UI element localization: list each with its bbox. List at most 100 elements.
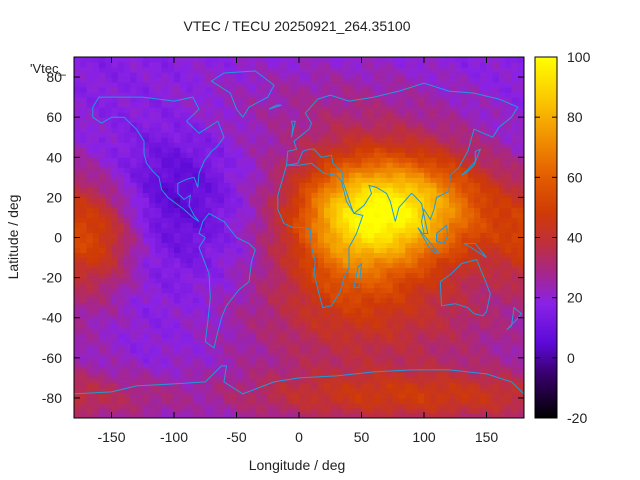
heatmap-cell [367,362,375,369]
heatmap-cell [99,337,106,344]
heatmap-cell [430,107,437,113]
heatmap-cell [349,187,356,193]
heatmap-cell [505,312,512,319]
heatmap-cell [267,252,275,259]
heatmap-cell [124,122,131,128]
heatmap-cell [374,162,381,168]
heatmap-cell [130,292,137,299]
heatmap-cell [136,137,144,143]
heatmap-cell [74,272,81,279]
heatmap-cell [149,402,156,409]
heatmap-cell [474,407,481,414]
heatmap-cell [449,62,456,68]
heatmap-cell [324,287,331,294]
heatmap-cell [292,237,300,244]
heatmap-cell [305,387,312,394]
heatmap-cell [155,362,162,369]
heatmap-cell [105,177,112,183]
heatmap-cell [367,62,375,68]
heatmap-cell [286,187,294,193]
heatmap-cell [424,332,431,339]
heatmap-cell [392,112,400,118]
heatmap-cell [474,172,481,178]
heatmap-cell [99,127,106,133]
heatmap-cell [424,92,431,98]
heatmap-cell [424,107,431,113]
heatmap-cell [261,77,269,83]
heatmap-cell [286,237,294,244]
heatmap-cell [380,392,387,399]
heatmap-cell [180,247,187,254]
heatmap-cell [424,192,431,198]
heatmap-cell [324,392,331,399]
heatmap-cell [399,172,406,178]
heatmap-cell [74,232,81,238]
heatmap-cell [467,142,475,148]
heatmap-cell [130,362,137,369]
heatmap-cell [180,147,187,153]
heatmap-cell [130,247,137,254]
heatmap-cell [286,327,294,334]
heatmap-cell [442,132,450,138]
heatmap-cell [467,92,475,98]
heatmap-cell [192,237,200,244]
heatmap-cell [224,272,231,279]
heatmap-cell [467,67,475,73]
heatmap-cell [236,377,244,384]
heatmap-cell [461,87,469,93]
heatmap-cell [342,182,350,188]
heatmap-cell [224,67,231,73]
heatmap-cell [249,382,256,389]
heatmap-cell [236,282,244,289]
heatmap-cell [274,112,281,118]
heatmap-cell [236,312,244,319]
heatmap-cell [142,237,150,244]
heatmap-cell [399,247,406,254]
heatmap-cell [155,377,162,384]
heatmap-cell [130,57,137,63]
heatmap-cell [205,242,212,249]
heatmap-cell [205,117,212,123]
heatmap-cell [336,412,344,419]
heatmap-cell [111,317,119,324]
heatmap-cell [211,187,219,193]
heatmap-cell [486,272,494,279]
heatmap-cell [349,177,356,183]
heatmap-cell [424,202,431,208]
heatmap-cell [267,357,275,364]
heatmap-cell [367,367,375,374]
heatmap-cell [280,327,287,334]
heatmap-cell [311,312,319,319]
heatmap-cell [124,297,131,304]
heatmap-cell [267,327,275,334]
heatmap-cell [199,67,206,73]
heatmap-cell [130,62,137,68]
heatmap-cell [499,87,506,93]
heatmap-cell [224,337,231,344]
heatmap-cell [317,272,325,279]
heatmap-cell [205,172,212,178]
heatmap-cell [430,267,437,274]
heatmap-cell [217,112,225,118]
heatmap-cell [499,337,506,344]
heatmap-cell [324,132,331,138]
heatmap-cell [311,292,319,299]
heatmap-cell [80,337,87,344]
heatmap-cell [199,397,206,404]
heatmap-cell [92,67,100,73]
heatmap-cell [367,157,375,163]
heatmap-cell [386,137,394,143]
heatmap-cell [342,252,350,259]
heatmap-cell [217,322,225,329]
heatmap-cell [405,392,412,399]
heatmap-cell [430,382,437,389]
heatmap-cell [499,272,506,279]
heatmap-cell [324,87,331,93]
heatmap-cell [167,127,175,133]
heatmap-cell [374,67,381,73]
heatmap-cell [455,77,462,83]
heatmap-cell [449,187,456,193]
heatmap-cell [211,107,219,113]
heatmap-cell [80,62,87,68]
heatmap-cell [105,112,112,118]
